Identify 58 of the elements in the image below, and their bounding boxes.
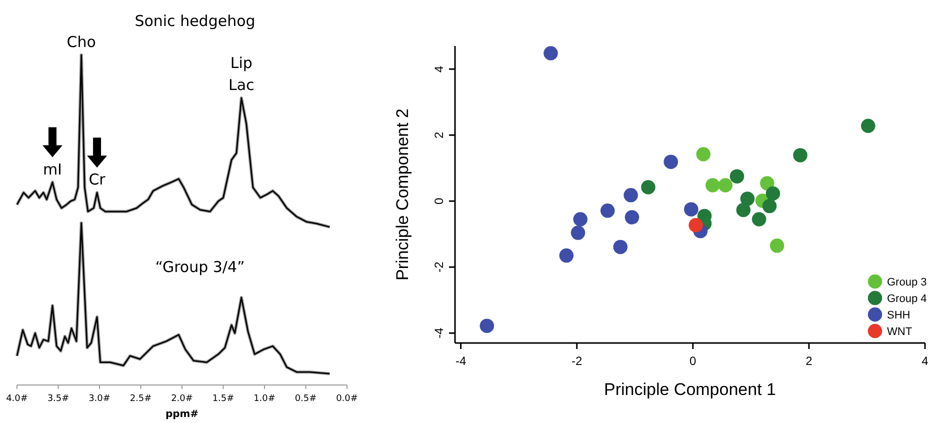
point <box>573 212 588 226</box>
annotation: Cho <box>66 33 96 51</box>
point <box>766 186 780 201</box>
point <box>770 238 784 253</box>
point <box>684 202 698 216</box>
point <box>793 148 808 162</box>
point <box>705 178 720 192</box>
point <box>696 147 710 162</box>
point <box>736 202 751 218</box>
point <box>600 204 615 218</box>
y-tick-label: 2 <box>432 131 446 138</box>
legend-label: WNT <box>887 326 912 338</box>
annotation: mI <box>42 160 62 178</box>
point <box>752 212 766 226</box>
x-tick-label: 3.5# <box>47 394 70 404</box>
x-tick-label: 2.5# <box>130 394 152 404</box>
y-axis-title: Principle Component 2 <box>393 108 412 280</box>
point <box>664 154 678 169</box>
x-tick-label: 0.0# <box>336 394 358 404</box>
x-tick-label: 2 <box>806 354 813 368</box>
point <box>624 210 640 224</box>
point <box>570 226 586 240</box>
x-tick-label: 4 <box>922 354 929 368</box>
x-tick-label: -2 <box>572 354 583 368</box>
x-axis-title: ppm# <box>165 409 199 420</box>
point <box>861 118 876 133</box>
y-tick-label: 4 <box>432 65 446 72</box>
legend-label: SHH <box>887 309 910 322</box>
x-tick-label: 1.5# <box>212 394 234 404</box>
y-tick-label: 0 <box>432 197 446 204</box>
x-tick-label: 1.0# <box>254 394 276 404</box>
annotation: Lip Lac <box>228 54 254 94</box>
point <box>718 178 733 192</box>
point <box>641 180 656 194</box>
x-axis-title: Principle Component 1 <box>604 380 776 399</box>
y-tick-label: -4 <box>432 327 446 338</box>
point <box>544 46 558 60</box>
point <box>624 188 638 202</box>
x-tick-label: -4 <box>455 354 466 368</box>
point <box>740 192 755 206</box>
point <box>480 318 494 333</box>
point <box>762 198 777 214</box>
chart-title: Sonic hedgehog <box>134 12 256 30</box>
x-tick-label: 0 <box>690 354 697 368</box>
point <box>760 176 774 190</box>
x-tick-label: 4.0# <box>6 394 28 404</box>
point <box>613 240 628 254</box>
x-tick-label: 3.0# <box>88 394 110 404</box>
legend-label: Group 4 <box>887 292 927 305</box>
y-tick-label: -2 <box>432 261 446 272</box>
point <box>730 169 744 184</box>
annotation: Cr <box>88 170 106 189</box>
x-tick-label: 2.0# <box>171 394 193 404</box>
legend-label: Group 3 <box>887 276 927 288</box>
point <box>688 218 703 232</box>
x-tick-label: 0.5# <box>294 394 317 404</box>
text: “Group 3/4” <box>155 258 245 276</box>
point <box>559 248 574 263</box>
